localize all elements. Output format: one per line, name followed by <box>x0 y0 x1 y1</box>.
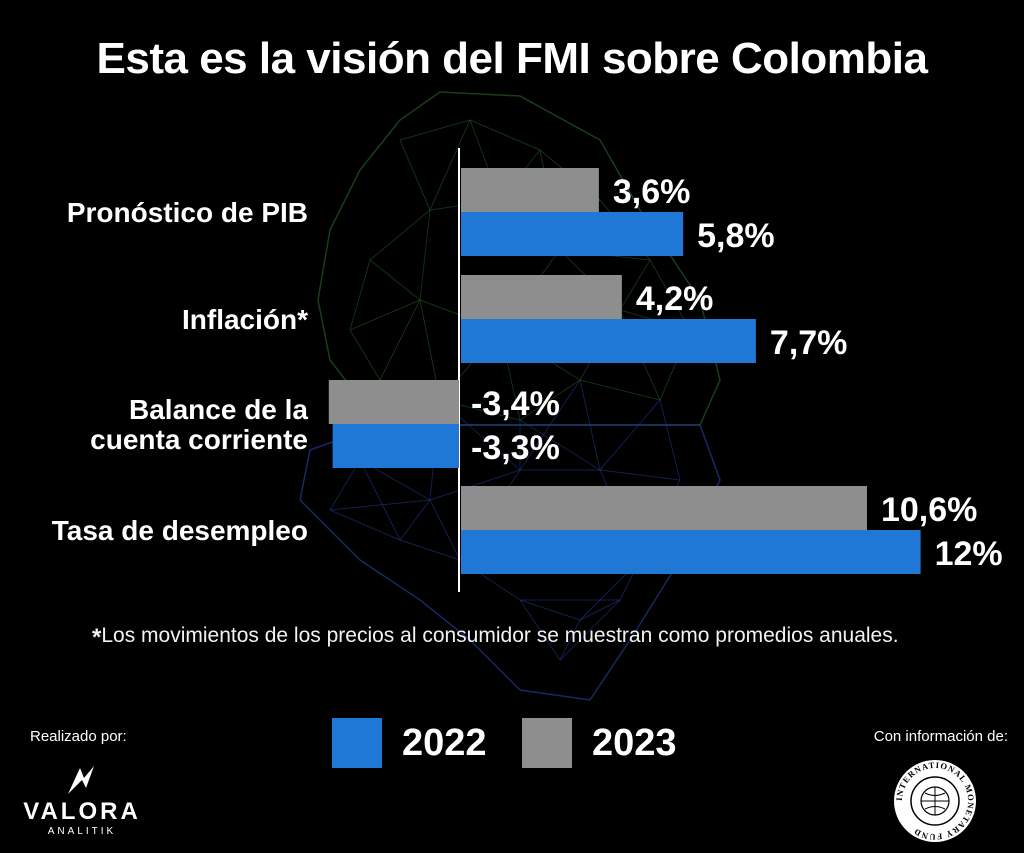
network-line-49 <box>359 459 401 541</box>
network-line-11 <box>649 259 691 331</box>
valora-name: VALORA <box>23 798 141 825</box>
network-line-35 <box>519 379 581 421</box>
bar-2022-3 <box>461 530 921 574</box>
network-line-53 <box>399 499 431 541</box>
network-line-51 <box>429 469 521 501</box>
bar-2023-3 <box>461 486 867 530</box>
value-label-2023-3: 10,6% <box>881 491 977 529</box>
category-label-2-0: Balance de la <box>129 394 308 425</box>
category-label-0-0: Pronóstico de PIB <box>67 197 308 228</box>
network-line-69 <box>329 509 401 541</box>
page-title: Esta es la visión del FMI sobre Colombia <box>96 34 928 83</box>
network-line-57 <box>599 469 681 481</box>
value-label-2022-2: -3,3% <box>471 429 560 467</box>
valora-mark-icon <box>68 766 94 794</box>
bar-2023-2 <box>328 380 459 424</box>
network-line-68 <box>399 539 461 561</box>
network-line-24 <box>349 259 371 331</box>
network-line-37 <box>579 379 601 471</box>
network-line-4 <box>429 119 471 211</box>
value-label-2023-1: 4,2% <box>636 280 714 318</box>
value-label-2022-3: 12% <box>935 535 1003 573</box>
network-line-27 <box>349 329 381 381</box>
network-line-63 <box>559 619 581 661</box>
network-line-1 <box>399 139 431 211</box>
legend-label-2023: 2023 <box>592 722 677 764</box>
value-labels: 3,6% 4,2% -3,4% 10,6% 5,8% 7,7% -3,3% 12% <box>471 173 1003 573</box>
legend-label-2022: 2022 <box>402 722 487 764</box>
map-shape-top <box>317 91 721 426</box>
network-line-0 <box>399 119 471 141</box>
footnote: *Los movimientos de los precios al consu… <box>92 624 992 652</box>
map-shape-bottom <box>299 424 721 701</box>
network-line-50 <box>329 459 361 511</box>
network-line-66 <box>519 599 561 661</box>
value-label-2022-0: 5,8% <box>697 217 775 255</box>
bar-2022-1 <box>461 319 756 363</box>
bar-2022-2 <box>332 424 459 468</box>
footnote-text: Los movimientos de los precios al consum… <box>101 624 899 647</box>
network-line-38 <box>599 399 661 471</box>
legend-swatch-2023 <box>522 718 572 768</box>
category-label-3-0: Tasa de desempleo <box>52 515 308 546</box>
imf-seal-logo: INTERNATIONAL MONETARY FUND <box>892 758 978 844</box>
footnote-marker: * <box>92 624 102 651</box>
network-line-52 <box>429 499 461 561</box>
bars <box>328 168 921 574</box>
network-line-30 <box>379 299 421 381</box>
value-label-2023-2: -3,4% <box>471 385 560 423</box>
made-by-label: Realizado por: <box>30 728 127 745</box>
category-label-1-0: Inflación* <box>182 304 308 335</box>
network-line-12 <box>619 259 651 311</box>
valora-logo: VALORA ANALITIK <box>22 762 142 842</box>
network-line-39 <box>659 399 681 481</box>
network-line-54 <box>329 499 431 511</box>
bar-2022-0 <box>461 212 684 256</box>
network-line-64 <box>579 599 621 621</box>
category-labels: Pronóstico de PIB Inflación* Balance de la… <box>52 197 309 546</box>
network-line-22 <box>369 209 431 261</box>
network-line-42 <box>519 419 601 471</box>
network-line-26 <box>349 299 421 331</box>
bar-2023-1 <box>461 275 622 319</box>
network-line-62 <box>519 599 581 621</box>
category-label-2-1: cuenta corriente <box>90 424 308 455</box>
value-label-2022-1: 7,7% <box>770 324 848 362</box>
network-line-25 <box>369 259 421 301</box>
network-line-23 <box>419 209 431 301</box>
network-line-36 <box>519 379 581 471</box>
valora-sub: ANALITIK <box>47 826 117 837</box>
source-label: Con información de: <box>873 728 1008 745</box>
imf-seal-icon: INTERNATIONAL MONETARY FUND <box>894 760 976 842</box>
network-line-70 <box>559 599 621 661</box>
network-line-2 <box>469 119 541 151</box>
value-label-2023-0: 3,6% <box>613 173 691 211</box>
network-line-34 <box>579 379 661 401</box>
legend-swatch-2022 <box>332 718 382 768</box>
bar-2023-0 <box>461 168 599 212</box>
